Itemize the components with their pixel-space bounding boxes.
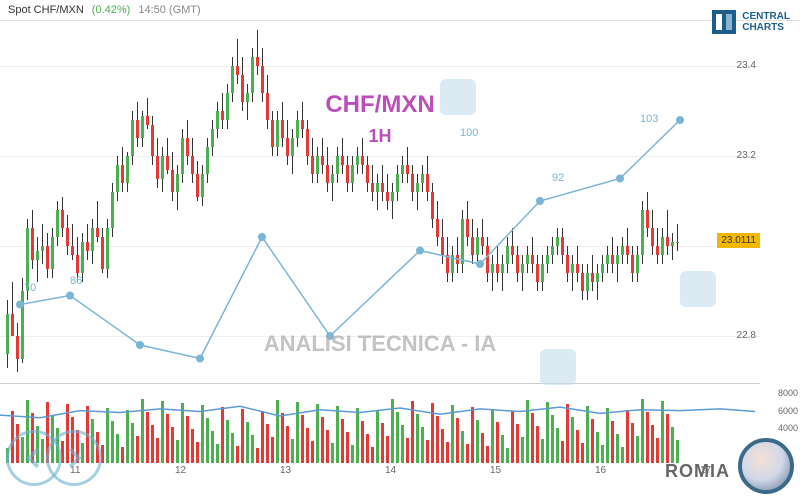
chart-header: Spot CHF/MXN (0.42%) 14:50 (GMT) xyxy=(0,0,800,21)
romia-brand: ROMIA xyxy=(665,461,730,482)
watermark-timeframe: 1H xyxy=(368,126,391,147)
watermark-subtitle: ANALISI TECNICA - IA xyxy=(264,331,497,357)
central-charts-logo: CENTRAL CHARTS xyxy=(712,10,790,34)
watermark-doc-icon xyxy=(540,349,576,385)
logo-line2: CHARTS xyxy=(742,22,790,33)
watermark-compass-icon xyxy=(440,79,476,115)
timestamp: 14:50 (GMT) xyxy=(138,4,200,16)
watermark-pair: CHF/MXN xyxy=(325,91,434,119)
nav-forward-button[interactable] xyxy=(46,430,102,486)
watermark-chart-icon xyxy=(680,271,716,307)
price-y-axis: 22.823.023.223.423.0111 xyxy=(720,21,760,381)
price-chart[interactable]: CHF/MXN 1H ANALISI TECNICA - IA 70861009… xyxy=(0,21,760,381)
current-price-badge: 23.0111 xyxy=(717,233,760,248)
price-change: (0.42%) xyxy=(92,4,131,16)
time-x-axis: 11121314151617 xyxy=(0,463,760,483)
instrument-title: Spot CHF/MXN xyxy=(8,4,84,16)
logo-line1: CENTRAL xyxy=(742,11,790,22)
logo-text: CENTRAL CHARTS xyxy=(742,11,790,33)
volume-chart[interactable]: 400060008000 xyxy=(0,383,760,463)
logo-icon xyxy=(712,10,736,34)
avatar-icon[interactable] xyxy=(738,438,794,494)
candlesticks xyxy=(0,21,760,381)
